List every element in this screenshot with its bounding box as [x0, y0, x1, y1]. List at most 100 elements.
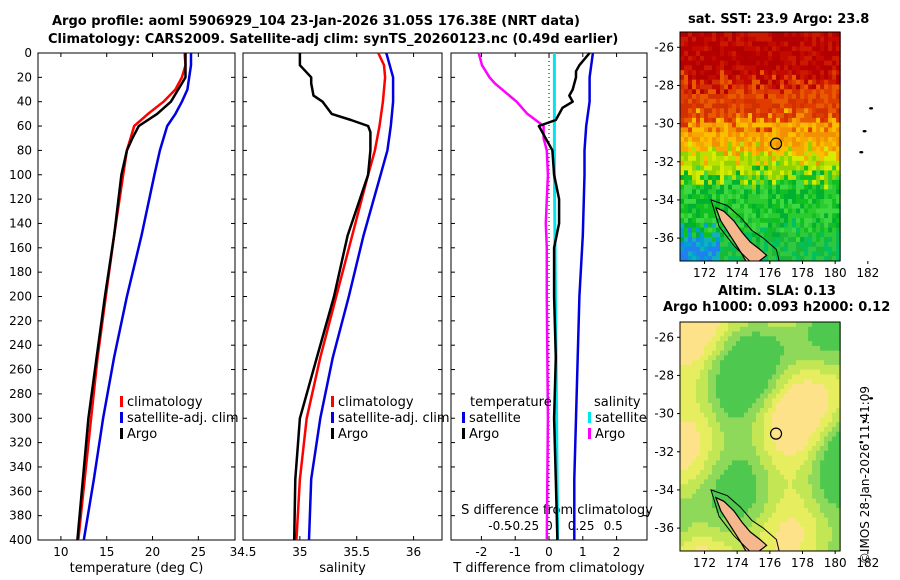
map-cell [788, 517, 793, 523]
map-cell [688, 46, 693, 52]
map-cell [796, 132, 801, 138]
map-cell [824, 498, 829, 504]
map-cell [744, 446, 749, 452]
map-cell [796, 51, 801, 57]
map-cell [736, 165, 741, 171]
map-cell [704, 531, 709, 538]
map-cell [680, 213, 685, 219]
map-cell [832, 222, 837, 229]
map-cell [724, 493, 729, 500]
map-cell [816, 336, 821, 342]
map-cell [816, 175, 821, 181]
map-cell [832, 122, 837, 128]
map-cell [832, 393, 837, 399]
map-cell [820, 165, 825, 171]
map-cell [680, 431, 685, 438]
map-cell [832, 251, 837, 257]
map-cell [720, 355, 725, 361]
map-cell [728, 94, 733, 100]
map-cell [832, 117, 837, 124]
map-cell [736, 498, 741, 504]
top-tick-label: -0.5 [488, 519, 511, 533]
map-cell [704, 498, 709, 504]
map-cell [808, 127, 813, 133]
map-cell [816, 246, 821, 253]
map-cell [784, 541, 789, 547]
map-cell [768, 436, 773, 442]
map-cell [752, 213, 757, 219]
map-cell [828, 199, 833, 205]
map-cell [760, 170, 765, 176]
map-cell [724, 160, 729, 167]
map-cell [704, 326, 709, 333]
map-cell [820, 384, 825, 390]
map-cell [708, 388, 713, 395]
legend-swatch [331, 396, 334, 407]
map-cell [808, 450, 813, 457]
map-cell [812, 364, 817, 371]
map-cell [800, 98, 805, 105]
map-cell [696, 498, 701, 504]
map-cell [772, 60, 777, 66]
map-cell [724, 536, 729, 543]
map-cell [772, 208, 777, 214]
map-cell [756, 484, 761, 490]
map-cell [788, 360, 793, 366]
map-cell [728, 536, 733, 543]
map-cell [780, 113, 785, 119]
map-cell [796, 364, 801, 371]
map-cell [728, 422, 733, 428]
map-cell [764, 241, 769, 248]
map-cell [780, 41, 785, 47]
map-cell [820, 70, 825, 76]
map-cell [720, 70, 725, 76]
map-cell [692, 517, 697, 523]
top-tick-label: 0 [545, 519, 553, 533]
map-cell [812, 74, 817, 81]
map-cell [832, 412, 837, 418]
map-cell [692, 484, 697, 490]
map-cell [836, 503, 841, 509]
map-cell [780, 103, 785, 109]
map-cell [800, 331, 805, 337]
map-cell [764, 331, 769, 337]
map-cell [680, 227, 685, 233]
map-cell [744, 522, 749, 528]
map-cell [740, 379, 745, 385]
map-cell [768, 341, 773, 347]
map-cell [800, 213, 805, 219]
map-cell [700, 527, 705, 533]
map-cell [772, 412, 777, 418]
map-cell [740, 474, 745, 481]
map-cell [784, 218, 789, 224]
map-cell [692, 465, 697, 471]
map-cell [764, 256, 769, 261]
map-cell [696, 450, 701, 457]
map-cell [764, 218, 769, 224]
map-cell [688, 189, 693, 195]
map-cell [820, 79, 825, 86]
map-cell [756, 108, 761, 114]
map-cell [760, 108, 765, 114]
map-cell [724, 256, 729, 261]
map-cell [816, 74, 821, 81]
map-cell [816, 455, 821, 461]
map-cell [684, 331, 689, 337]
map-cell [680, 46, 685, 52]
map-cell [704, 74, 709, 81]
map-cell [828, 336, 833, 342]
map-cell [684, 122, 689, 128]
map-cell [812, 222, 817, 229]
map-cell [796, 393, 801, 399]
map-cell [776, 374, 781, 380]
map-cell [744, 422, 749, 428]
map-cell [732, 360, 737, 366]
map-cell [824, 417, 829, 423]
map-cell [692, 331, 697, 337]
map-cell [756, 407, 761, 414]
map-cell [744, 137, 749, 143]
map-cell [760, 508, 765, 514]
difference-panel: -2 -1 0 1 2T difference from climatology-0.5… [450, 52, 653, 576]
map-cell [748, 469, 753, 476]
map-cell [740, 460, 745, 466]
